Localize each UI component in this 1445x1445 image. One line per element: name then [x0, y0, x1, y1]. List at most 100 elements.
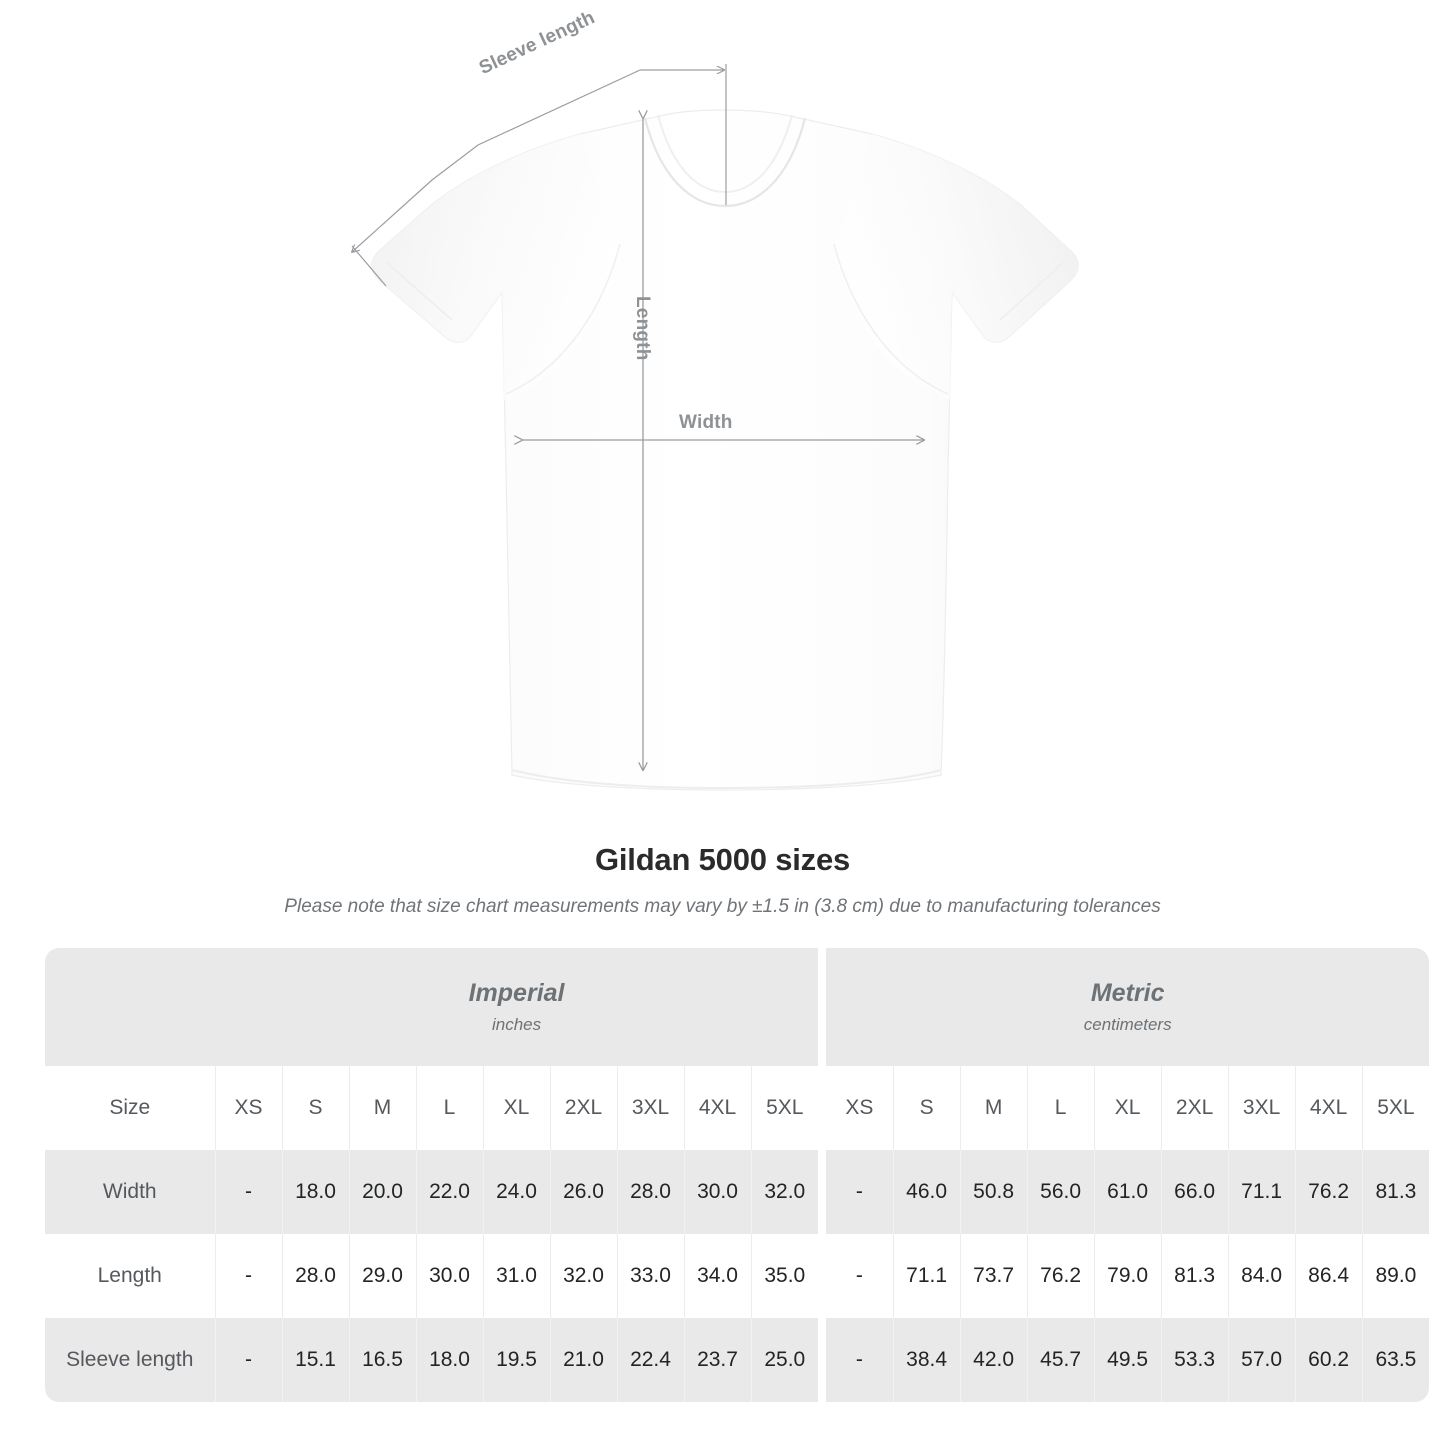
cell-imperial: - [214, 1150, 282, 1234]
size-column-header-metric-3xl: 3XL [1227, 1066, 1296, 1150]
table-row: Width -18.0 20.0 22.0 24.0 26.0 28.0 30.0 32.0-4… [45, 1150, 1430, 1234]
cell-imperial: 30.0 [415, 1234, 483, 1318]
size-column-header-5xl: 5XL [750, 1066, 819, 1150]
cell-metric: 53.3 [1160, 1318, 1229, 1402]
system-unit: centimeters [1083, 1014, 1172, 1034]
cell-metric: 86.4 [1294, 1234, 1363, 1318]
size-column-header-xl: XL [482, 1066, 550, 1150]
size-column-header-metric-s: S [892, 1066, 961, 1150]
section-gap [818, 1066, 827, 1150]
cell-imperial: 19.5 [482, 1318, 550, 1402]
cell-imperial: 29.0 [348, 1234, 416, 1318]
cell-imperial: 22.4 [616, 1318, 684, 1402]
size-chart-table: Imperial inches Metric centimeters Size XS S M L… [45, 948, 1430, 1402]
system-name: Metric [1090, 979, 1165, 1008]
cell-imperial: 28.0 [616, 1150, 684, 1234]
size-column-header-3xl: 3XL [616, 1066, 684, 1150]
size-column-header-metric-m: M [959, 1066, 1028, 1150]
cell-imperial: 28.0 [281, 1234, 349, 1318]
cell-metric: 45.7 [1026, 1318, 1095, 1402]
table-row: Length -28.0 29.0 30.0 31.0 32.0 33.0 34.0 35.0-… [45, 1234, 1430, 1318]
tshirt-body-shape [371, 109, 1079, 791]
measurement-lines [352, 64, 924, 770]
cell-metric: 71.1 [892, 1234, 961, 1318]
cell-imperial: 22.0 [415, 1150, 483, 1234]
cell-metric: 46.0 [892, 1150, 961, 1234]
length-label: Length [632, 296, 653, 361]
size-column-header-4xl: 4XL [683, 1066, 751, 1150]
size-column-header-s: S [281, 1066, 349, 1150]
cell-metric: 71.1 [1227, 1150, 1296, 1234]
cell-imperial: 24.0 [482, 1150, 550, 1234]
cell-imperial: 23.7 [683, 1318, 751, 1402]
cell-imperial: 15.1 [281, 1318, 349, 1402]
cell-imperial: 20.0 [348, 1150, 416, 1234]
size-header-cell: Size [45, 1066, 215, 1150]
cell-metric: 73.7 [959, 1234, 1028, 1318]
size-column-header-metric-xs: XS [826, 1066, 894, 1150]
section-gap [818, 1150, 827, 1234]
section-gap [818, 1318, 827, 1402]
cell-imperial: 32.0 [549, 1234, 617, 1318]
system-name: Imperial [468, 979, 565, 1008]
page-title: Gildan 5000 sizes [594, 842, 851, 877]
cell-imperial: 34.0 [683, 1234, 751, 1318]
size-column-header-metric-2xl: 2XL [1160, 1066, 1229, 1150]
size-column-header-m: M [348, 1066, 416, 1150]
row-label-length: Length [45, 1234, 215, 1318]
cell-metric: 81.3 [1361, 1150, 1430, 1234]
cell-metric: 76.2 [1294, 1150, 1363, 1234]
size-column-header-l: L [415, 1066, 483, 1150]
cell-imperial: 18.0 [415, 1318, 483, 1402]
cell-imperial: 33.0 [616, 1234, 684, 1318]
system-header-metric: Metric centimeters [826, 948, 1430, 1066]
sleeve-length-arrow [352, 69, 641, 252]
row-label-width: Width [45, 1150, 215, 1234]
cell-metric: 38.4 [892, 1318, 961, 1402]
tolerance-note: Please note that size chart measurements… [284, 896, 1161, 917]
cell-metric: - [826, 1234, 894, 1318]
cell-metric: 66.0 [1160, 1150, 1229, 1234]
tshirt-illustration [0, 64, 1079, 791]
cell-imperial: 25.0 [750, 1318, 819, 1402]
size-column-header-2xl: 2XL [549, 1066, 617, 1150]
cell-metric: 84.0 [1227, 1234, 1296, 1318]
cell-metric: - [826, 1150, 894, 1234]
size-column-header-metric-l: L [1026, 1066, 1095, 1150]
system-unit: inches [491, 1014, 542, 1034]
cell-metric: 89.0 [1361, 1234, 1430, 1318]
cell-imperial: - [214, 1318, 282, 1402]
system-header-row: Imperial inches Metric centimeters [45, 948, 1430, 1066]
tshirt-diagram: Sleeve length Length Width [0, 7, 1079, 791]
cell-metric: 50.8 [959, 1150, 1028, 1234]
cell-metric: 57.0 [1227, 1318, 1296, 1402]
width-label: Width [679, 412, 733, 433]
size-header-row: Size XS S M L XL 2XL 3XL 4XL 5XL XS S M L XL 2XL 3XL 4XL 5… [45, 1066, 1430, 1150]
size-chart-table-wrap: Imperial inches Metric centimeters Size XS S M L… [45, 948, 1430, 1402]
cell-imperial: 21.0 [549, 1318, 617, 1402]
cell-metric: 61.0 [1093, 1150, 1162, 1234]
system-header-imperial: Imperial inches [215, 948, 819, 1066]
cell-metric: 63.5 [1361, 1318, 1430, 1402]
cell-metric: - [826, 1318, 894, 1402]
cell-imperial: 26.0 [549, 1150, 617, 1234]
size-column-header-metric-4xl: 4XL [1294, 1066, 1363, 1150]
title-block: Gildan 5000 sizes Please note that size … [0, 842, 1445, 918]
cell-metric: 56.0 [1026, 1150, 1095, 1234]
sleeve-end-tick [351, 245, 387, 287]
system-band-spacer [45, 948, 215, 1066]
size-column-header-xs: XS [214, 1066, 282, 1150]
cell-imperial: 35.0 [750, 1234, 819, 1318]
row-label-sleeve-length: Sleeve length [45, 1318, 215, 1402]
cell-imperial: - [214, 1234, 282, 1318]
cell-metric: 42.0 [959, 1318, 1028, 1402]
cell-metric: 79.0 [1093, 1234, 1162, 1318]
section-gap [818, 948, 827, 1066]
cell-imperial: 30.0 [683, 1150, 751, 1234]
cell-metric: 81.3 [1160, 1234, 1229, 1318]
cell-imperial: 18.0 [281, 1150, 349, 1234]
table-row: Sleeve length -15.1 16.5 18.0 19.5 21.0 22.4 23… [45, 1318, 1430, 1402]
size-column-header-metric-xl: XL [1093, 1066, 1162, 1150]
section-gap [818, 1234, 827, 1318]
cell-imperial: 31.0 [482, 1234, 550, 1318]
